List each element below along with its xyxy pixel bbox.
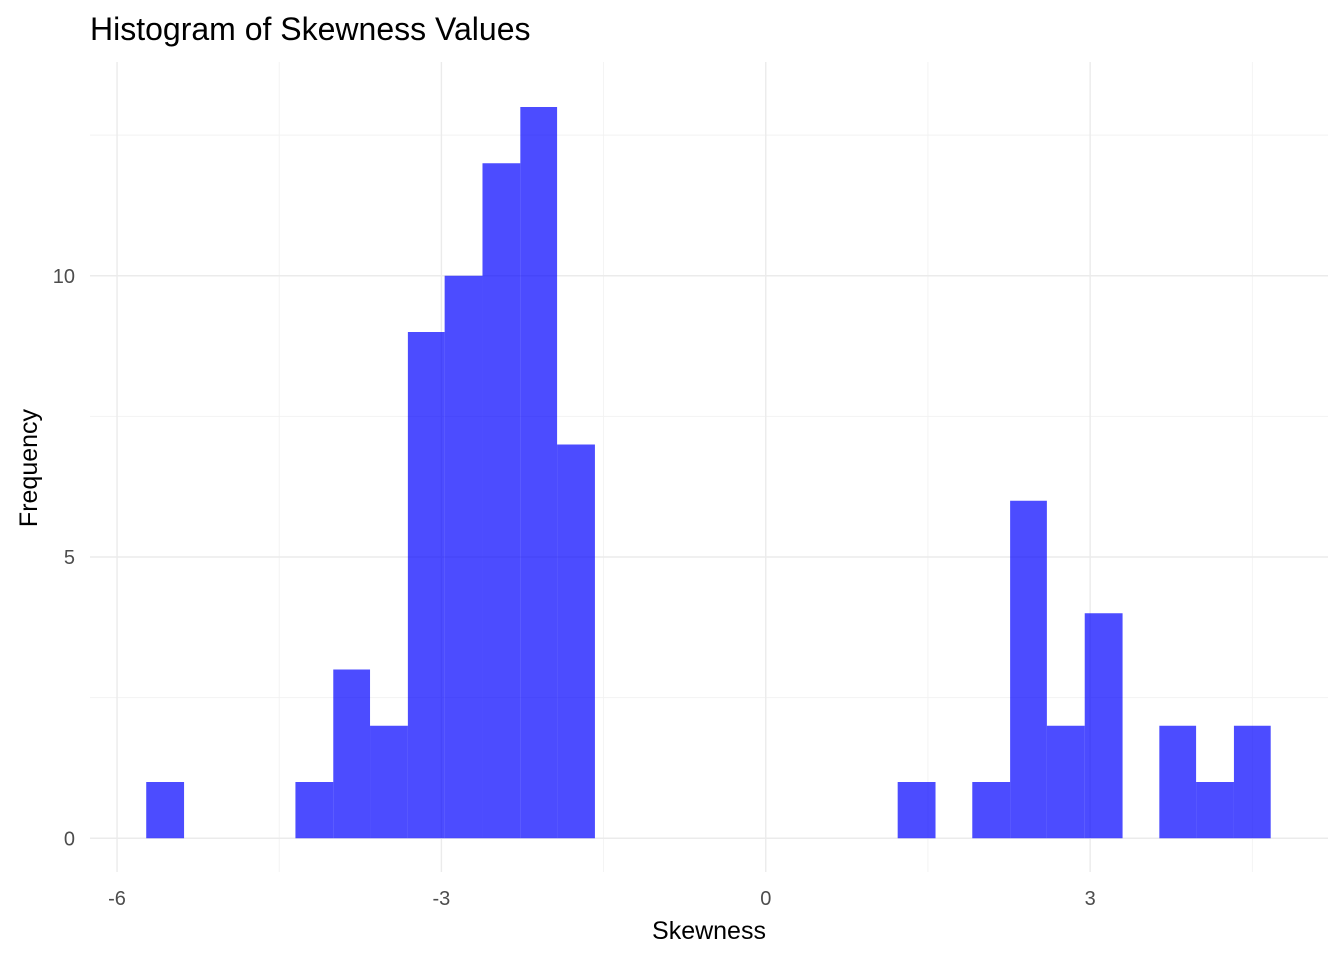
- histogram-bar-2: [295, 782, 334, 839]
- y-axis-title: Frequency: [15, 408, 43, 527]
- histogram-bar-1: [146, 782, 185, 839]
- histogram-bar-8: [520, 107, 558, 839]
- x-tick-label: 0: [760, 888, 771, 910]
- histogram-bar-14: [1084, 613, 1123, 839]
- grid-lines: [90, 62, 1328, 872]
- histogram-bar-13: [1046, 725, 1085, 839]
- histogram-bar-9: [557, 444, 595, 839]
- chart-title: Histogram of Skewness Values: [90, 11, 530, 47]
- histogram-bar-7: [482, 163, 521, 839]
- histogram-bar-12: [1010, 500, 1047, 839]
- x-axis-title: Skewness: [652, 917, 766, 945]
- histogram-bar-3: [333, 669, 371, 839]
- histogram-bar-17: [1233, 725, 1271, 839]
- histogram-bar-4: [370, 725, 408, 839]
- histogram-bars: [146, 107, 1271, 839]
- histogram-bar-5: [407, 332, 445, 839]
- x-tick-label: -3: [432, 888, 450, 910]
- x-tick-label: 3: [1085, 888, 1096, 910]
- y-tick-label: 10: [53, 266, 75, 288]
- tick-labels: -6 -3 0 3 0 5 10: [53, 266, 1096, 910]
- histogram-bar-10: [897, 782, 936, 839]
- y-tick-label: 0: [64, 828, 75, 850]
- histogram-bar-11: [972, 782, 1011, 839]
- histogram-bar-15: [1159, 725, 1197, 839]
- x-tick-label: -6: [108, 888, 126, 910]
- histogram-bar-16: [1196, 782, 1234, 839]
- y-tick-label: 5: [64, 547, 75, 569]
- histogram-bar-6: [444, 275, 483, 839]
